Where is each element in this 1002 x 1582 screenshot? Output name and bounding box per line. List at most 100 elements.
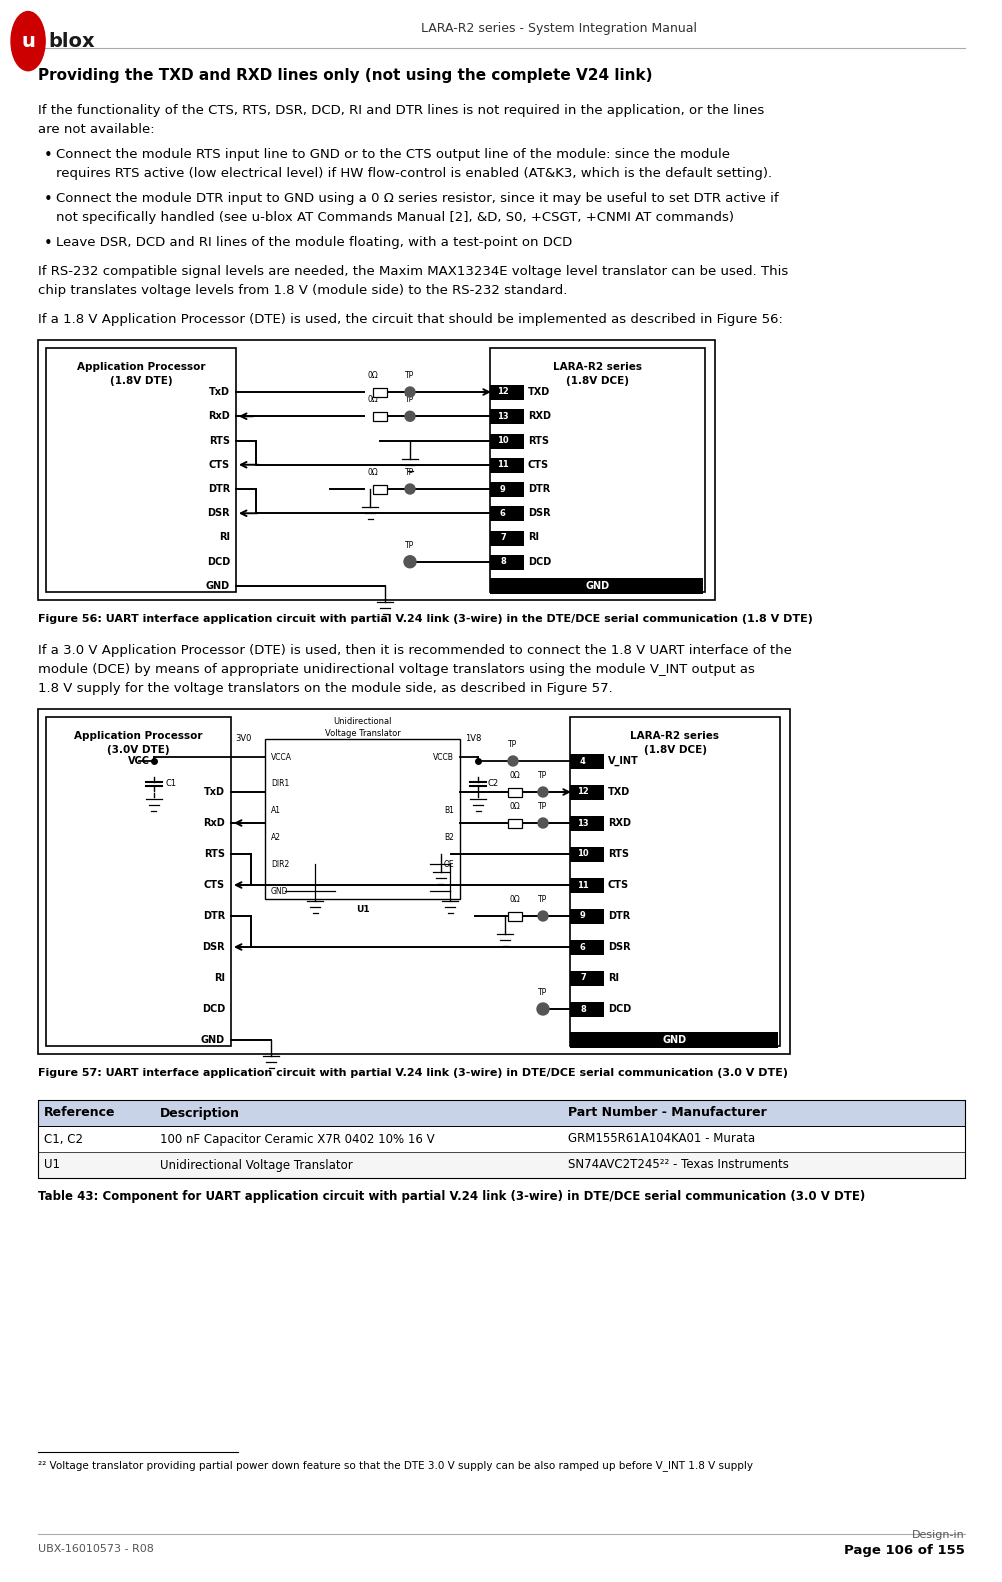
Bar [569,755,603,769]
Text: U1: U1 [356,905,369,914]
Text: CTS: CTS [527,460,548,470]
Text: 8: 8 [500,557,505,566]
Text: DCD: DCD [527,557,551,566]
Circle shape [536,1003,548,1016]
Bar [569,1001,603,1017]
Bar [569,816,603,831]
Text: 12: 12 [497,388,508,397]
Circle shape [405,484,415,494]
Bar [373,411,387,421]
Text: If a 3.0 V Application Processor (DTE) is used, then it is recommended to connec: If a 3.0 V Application Processor (DTE) i… [38,644,792,657]
Bar [569,1031,778,1047]
Bar [490,577,702,593]
Text: LARA-R2 series: LARA-R2 series [630,731,718,740]
Text: TP: TP [538,895,547,903]
Text: DIR1: DIR1 [271,780,289,788]
Text: RXD: RXD [607,818,630,827]
Text: GND: GND [200,1035,224,1046]
Text: TP: TP [405,541,414,551]
Text: CTS: CTS [607,880,628,891]
Text: Page 106 of 155: Page 106 of 155 [844,1544,964,1557]
Text: 6: 6 [579,943,585,951]
Bar [490,483,523,497]
Text: Application Processor: Application Processor [77,362,205,372]
Text: GND: GND [662,1035,686,1046]
Text: 3V0: 3V0 [234,734,250,744]
Text: TP: TP [508,740,517,748]
Text: RTS: RTS [607,850,628,859]
Bar [507,788,521,796]
Bar [46,717,230,1046]
Text: 0Ω: 0Ω [368,468,378,478]
Text: Figure 56: UART interface application circuit with partial V.24 link (3-wire) in: Figure 56: UART interface application ci… [38,614,812,623]
Text: Description: Description [159,1106,239,1120]
Circle shape [507,756,517,766]
Bar [569,846,603,862]
Text: UBX-16010573 - R08: UBX-16010573 - R08 [38,1544,153,1554]
Bar [38,1126,964,1152]
Text: Unidirectional: Unidirectional [333,717,392,726]
Text: RxD: RxD [203,818,224,827]
Circle shape [11,11,45,71]
Text: C1, C2: C1, C2 [44,1133,83,1145]
Text: GND: GND [585,581,609,592]
Text: 10: 10 [576,850,588,859]
Bar [373,388,387,397]
Text: 13: 13 [576,818,588,827]
Text: (1.8V DCE): (1.8V DCE) [643,745,705,755]
Text: TXD: TXD [527,388,550,397]
Text: DTR: DTR [527,484,550,494]
Text: Unidirectional Voltage Translator: Unidirectional Voltage Translator [159,1158,353,1172]
Bar [38,1099,964,1179]
Text: •: • [44,236,53,252]
Text: ²² Voltage translator providing partial power down feature so that the DTE 3.0 V: ²² Voltage translator providing partial … [38,1460,753,1471]
Text: 8: 8 [579,1005,585,1014]
Text: (3.0V DTE): (3.0V DTE) [107,745,169,755]
Text: 6: 6 [499,509,505,517]
Text: GND: GND [271,886,289,895]
Text: RTS: RTS [208,435,229,446]
Text: DCD: DCD [607,1005,630,1014]
Text: DCD: DCD [201,1005,224,1014]
Bar [490,433,523,449]
Text: not specifically handled (see u-blox AT Commands Manual [2], &D, S0, +CSGT, +CNM: not specifically handled (see u-blox AT … [56,210,733,225]
Text: DCD: DCD [206,557,229,566]
Text: A2: A2 [271,832,281,842]
Text: 100 nF Capacitor Ceramic X7R 0402 10% 16 V: 100 nF Capacitor Ceramic X7R 0402 10% 16… [159,1133,434,1145]
Bar [490,555,523,570]
Bar [46,348,235,592]
Text: VCCB: VCCB [433,753,454,761]
Bar [569,717,780,1046]
Text: GRM155R61A104KA01 - Murata: GRM155R61A104KA01 - Murata [567,1133,755,1145]
Circle shape [537,786,547,797]
Text: TP: TP [538,802,547,812]
Text: chip translates voltage levels from 1.8 V (module side) to the RS-232 standard.: chip translates voltage levels from 1.8 … [38,285,567,297]
Text: RTS: RTS [527,435,548,446]
Bar [265,739,460,899]
Text: VCCA: VCCA [271,753,292,761]
Text: Application Processor: Application Processor [74,731,202,740]
Text: If the functionality of the CTS, RTS, DSR, DCD, RI and DTR lines is not required: If the functionality of the CTS, RTS, DS… [38,104,764,117]
Bar [569,910,603,924]
Text: B1: B1 [444,807,454,815]
Text: (1.8V DTE): (1.8V DTE) [109,377,172,386]
Text: •: • [44,191,53,207]
Text: u: u [21,32,35,51]
Circle shape [537,911,547,921]
Text: LARA-R2 series: LARA-R2 series [552,362,641,372]
Bar [490,384,523,400]
Text: 7: 7 [579,973,585,982]
Text: 9: 9 [500,484,505,494]
Text: 0Ω: 0Ω [368,396,378,405]
Text: 4: 4 [579,756,585,766]
Text: TxD: TxD [208,388,229,397]
Text: requires RTS active (low electrical level) if HW flow-control is enabled (AT&K3,: requires RTS active (low electrical leve… [56,168,772,180]
Text: If RS-232 compatible signal levels are needed, the Maxim MAX13234E voltage level: If RS-232 compatible signal levels are n… [38,266,788,278]
Text: LARA-R2 series - System Integration Manual: LARA-R2 series - System Integration Manu… [421,22,696,35]
Text: C1: C1 [165,778,176,788]
Text: Reference: Reference [44,1106,115,1120]
Text: 9: 9 [579,911,585,921]
Bar [373,484,387,494]
Text: Connect the module DTR input to GND using a 0 Ω series resistor, since it may be: Connect the module DTR input to GND usin… [56,191,778,206]
Text: TP: TP [538,989,547,997]
